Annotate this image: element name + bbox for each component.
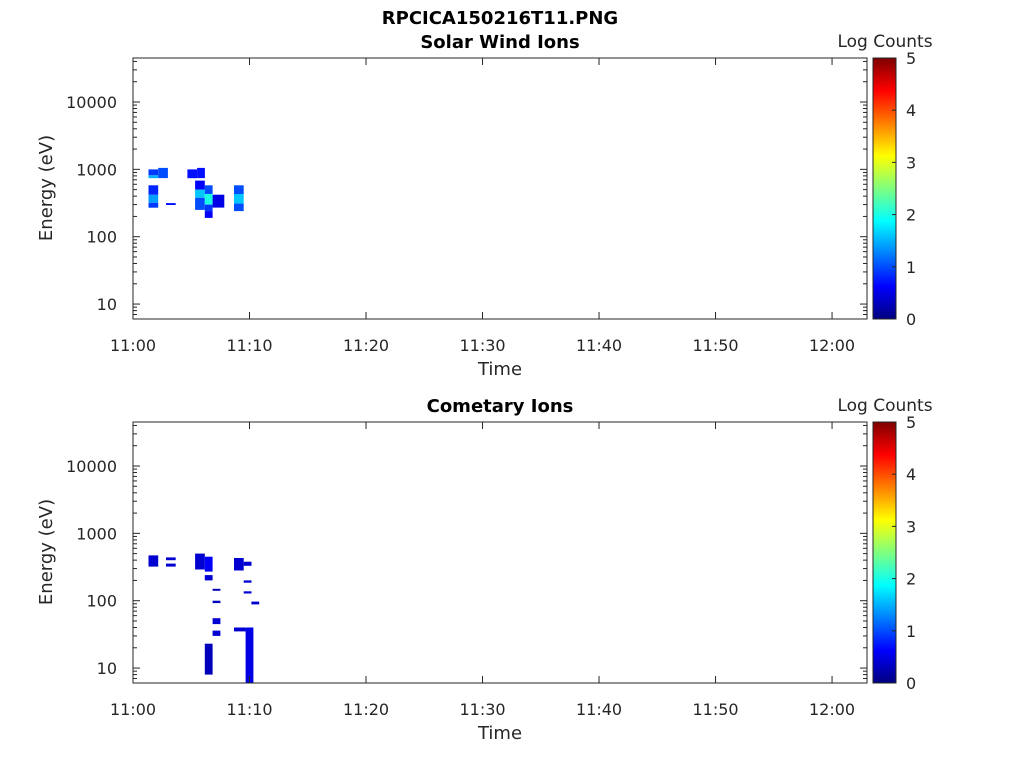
x-tick-label: 11:30 xyxy=(459,336,505,355)
x-tick-label: 11:30 xyxy=(459,700,505,719)
y-tick-label: 10 xyxy=(97,295,117,314)
heatmap-cell xyxy=(212,630,221,636)
heatmap-cell xyxy=(158,167,168,179)
heatmap-cell xyxy=(166,203,176,205)
colorbar-tick-label: 5 xyxy=(906,49,916,68)
heatmap-cell xyxy=(148,202,159,208)
heatmap-cell xyxy=(204,185,213,195)
x-axis-label: Time xyxy=(477,359,522,380)
x-tick-label: 11:10 xyxy=(226,700,272,719)
x-axis-label: Time xyxy=(477,723,522,744)
x-tick-label: 11:20 xyxy=(343,336,389,355)
x-axis: 11:00 11:10 11:20 11:30 11:40 11:50 12:00 xyxy=(110,422,855,719)
heatmap-cell xyxy=(243,591,252,594)
heatmap-cell xyxy=(234,627,246,632)
figure-title: RPCICA150216T11.PNG xyxy=(382,8,618,29)
colorbar-tick-label: 0 xyxy=(906,310,916,329)
heatmap-cell xyxy=(234,203,244,212)
colorbar xyxy=(872,57,897,320)
heatmap-cell xyxy=(204,211,213,218)
colorbar-tick-label: 3 xyxy=(906,517,916,536)
x-tick-label: 11:40 xyxy=(576,336,622,355)
colorbar-label: Log Counts xyxy=(837,396,932,416)
colorbar-ticks: 0 1 2 3 4 5 xyxy=(892,49,916,329)
colorbar-tick-label: 4 xyxy=(906,101,916,120)
colorbar-tick-label: 4 xyxy=(906,465,916,484)
colorbar-tick-label: 0 xyxy=(906,674,916,693)
heatmap-cells xyxy=(148,553,260,683)
x-tick-label: 12:00 xyxy=(809,336,855,355)
colorbar-tick-label: 2 xyxy=(906,570,916,589)
heatmap-cell xyxy=(148,555,159,567)
heatmap-cell xyxy=(148,175,159,179)
colorbar xyxy=(872,421,897,684)
colorbar-tick-label: 2 xyxy=(906,206,916,225)
heatmap-cell xyxy=(166,563,176,567)
heatmap-cell xyxy=(148,185,159,195)
heatmap-cell xyxy=(212,194,225,208)
x-axis: 11:00 11:10 11:20 11:30 11:40 11:50 12:00 xyxy=(110,58,855,355)
heatmap-cells xyxy=(148,167,244,218)
colorbar-tick-label: 1 xyxy=(906,258,916,277)
heatmap-cell xyxy=(195,197,205,210)
heatmap-cell xyxy=(251,601,260,605)
y-tick-label: 100 xyxy=(86,592,117,611)
heatmap-cell xyxy=(204,204,213,212)
panel-title: Solar Wind Ions xyxy=(420,32,579,53)
y-axis: 10 100 1000 10000 xyxy=(66,424,867,684)
x-tick-label: 11:00 xyxy=(110,336,156,355)
y-tick-label: 100 xyxy=(86,228,117,247)
colorbar-tick-label: 3 xyxy=(906,153,916,172)
heatmap-cell xyxy=(234,185,244,195)
heatmap-cell xyxy=(212,600,221,604)
y-axis-label: Energy (eV) xyxy=(36,135,57,241)
heatmap-cell xyxy=(204,556,213,572)
y-tick-label: 1000 xyxy=(76,160,117,179)
heatmap-cell xyxy=(204,643,213,675)
x-tick-label: 11:20 xyxy=(343,700,389,719)
panel-title: Cometary Ions xyxy=(427,396,574,417)
heatmap-cell xyxy=(245,627,254,683)
heatmap-cell xyxy=(234,194,244,204)
y-tick-label: 10000 xyxy=(66,93,117,112)
heatmap-cell xyxy=(204,194,213,205)
heatmap-cell xyxy=(195,189,205,198)
heatmap-cell xyxy=(197,167,205,179)
heatmap-cell xyxy=(243,580,252,583)
heatmap-cell xyxy=(166,557,176,561)
y-axis-label: Energy (eV) xyxy=(36,499,57,605)
plot-frame xyxy=(132,57,868,320)
x-tick-label: 12:00 xyxy=(809,700,855,719)
x-tick-label: 11:40 xyxy=(576,700,622,719)
y-tick-label: 1000 xyxy=(76,524,117,543)
heatmap-cell xyxy=(148,194,159,203)
heatmap-cell xyxy=(212,618,221,625)
colorbar-tick-label: 1 xyxy=(906,622,916,641)
heatmap-cell xyxy=(204,575,213,581)
heatmap-cell xyxy=(212,588,221,591)
x-tick-label: 11:10 xyxy=(226,336,272,355)
heatmap-cell xyxy=(243,561,252,566)
x-tick-label: 11:50 xyxy=(692,700,738,719)
colorbar-label: Log Counts xyxy=(837,32,932,52)
heatmap-cell xyxy=(195,180,205,190)
heatmap-cell xyxy=(187,169,198,179)
heatmap-cell xyxy=(148,169,159,176)
x-tick-label: 11:00 xyxy=(110,700,156,719)
y-axis: 10 100 1000 10000 xyxy=(66,60,867,320)
x-tick-label: 11:50 xyxy=(692,336,738,355)
plot-frame xyxy=(132,421,868,684)
heatmap-cell xyxy=(195,553,205,570)
colorbar-tick-label: 5 xyxy=(906,413,916,432)
y-tick-label: 10 xyxy=(97,659,117,678)
colorbar-ticks: 0 1 2 3 4 5 xyxy=(892,413,916,693)
y-tick-label: 10000 xyxy=(66,457,117,476)
heatmap-cell xyxy=(234,558,244,571)
